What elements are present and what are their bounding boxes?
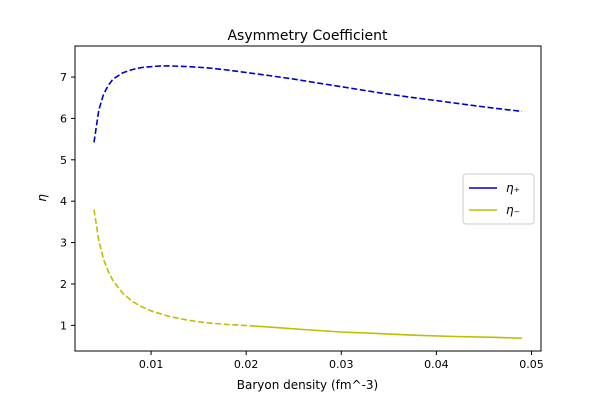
legend-label-1: η₋ — [506, 203, 520, 217]
y-tick-label: 1 — [60, 319, 67, 332]
x-tick-label: 0.05 — [519, 358, 544, 371]
legend-box — [462, 173, 535, 225]
y-tick-label: 3 — [60, 237, 67, 250]
x-axis-ticks: 0.01 0.02 0.03 0.04 0.05 — [139, 351, 544, 371]
series-line-1-solid — [250, 325, 523, 339]
series-line-0 — [93, 65, 523, 143]
y-tick-label: 4 — [60, 195, 67, 208]
x-tick-label: 0.03 — [329, 358, 354, 371]
x-tick-label: 0.01 — [139, 358, 164, 371]
legend: η₊ η₋ — [462, 173, 535, 225]
plot-frame — [74, 45, 542, 352]
y-tick-label: 6 — [60, 112, 67, 125]
x-tick-label: 0.04 — [424, 358, 449, 371]
y-axis-label: η — [35, 194, 49, 202]
y-tick-label: 7 — [60, 71, 67, 84]
y-axis-ticks: 1 2 3 4 5 6 7 — [60, 71, 75, 332]
series-line-1-dashed — [93, 209, 251, 327]
series-layer — [93, 65, 523, 339]
y-tick-label: 5 — [60, 154, 67, 167]
chart-title: Asymmetry Coefficient — [227, 28, 388, 44]
x-tick-label: 0.02 — [234, 358, 259, 371]
y-tick-label: 2 — [60, 278, 67, 291]
legend-label-0: η₊ — [506, 181, 520, 195]
x-axis-label: Baryon density (fm^-3) — [237, 378, 379, 392]
